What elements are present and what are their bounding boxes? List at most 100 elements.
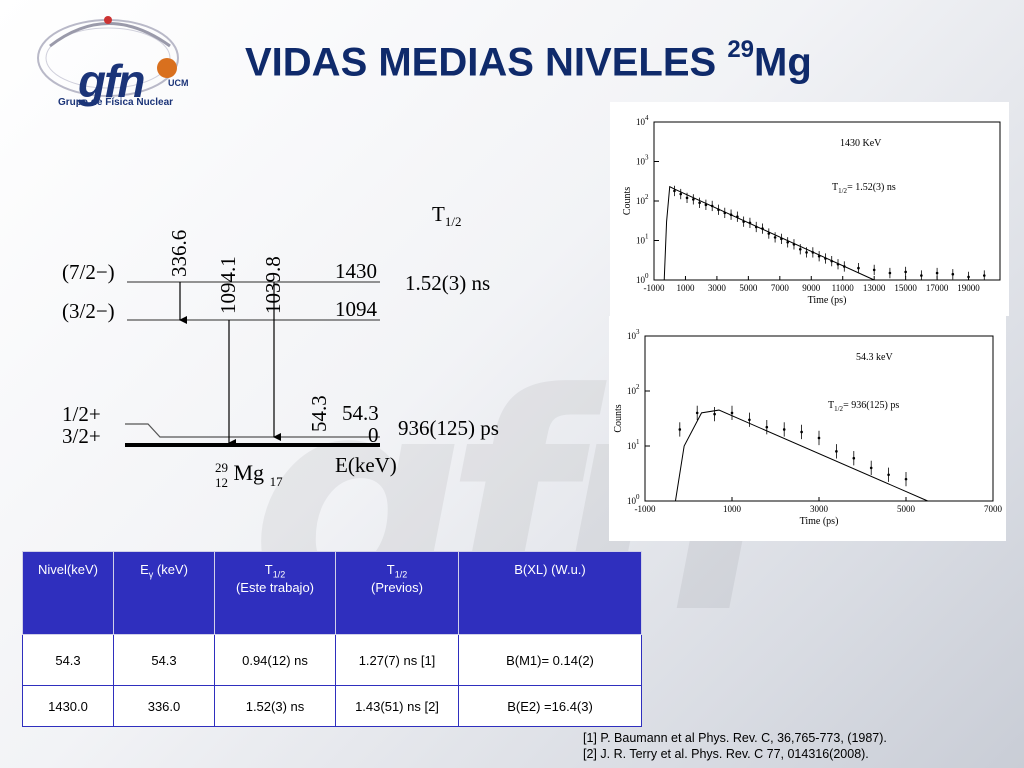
- plot54-y-tick-base: 10: [627, 331, 637, 341]
- energy-1094: 1094: [335, 297, 378, 321]
- table-cell: 1.43(51) ns [2]: [335, 685, 459, 727]
- plot54-x-tick-label: 3000: [810, 504, 829, 514]
- plot1430-data-point: [888, 271, 892, 275]
- plot1430-data-point: [742, 220, 745, 223]
- plot1430-y-tick-base: 10: [636, 236, 646, 246]
- plot1430-y-tick-base: 10: [636, 117, 646, 127]
- title-mass: 29: [727, 36, 755, 63]
- header-bxl-text: B(XL) (W.u.): [514, 562, 586, 577]
- plot1430-energy-label: 1430 KeV: [840, 138, 882, 149]
- plot54-energy-label: 54.3 keV: [856, 352, 893, 363]
- table-cell: 0.94(12) ns: [214, 634, 336, 686]
- plot1430-halflife-symbol: T: [832, 182, 838, 193]
- plot54-data-point: [782, 428, 786, 431]
- plot1430-data-point: [836, 262, 840, 266]
- transition-336-label: 336.6: [167, 230, 191, 277]
- halflife-header-sub: 1/2: [445, 214, 462, 229]
- plot1430-data-point: [754, 225, 758, 229]
- reference-2: [2] J. R. Terry et al. Phys. Rev. C 77, …: [583, 747, 869, 761]
- nucleus-neutrons: 17: [270, 474, 284, 489]
- plot1430-data-point: [951, 272, 955, 276]
- plot1430-data-point: [805, 251, 808, 254]
- references: [1] P. Baumann et al Phys. Rev. C, 36,76…: [583, 730, 887, 762]
- plot54-data-point: [695, 411, 699, 415]
- header-t12p-sub: 1/2: [394, 569, 408, 580]
- plot1430-data-point: [698, 201, 701, 205]
- header-t12-main: T: [264, 562, 273, 577]
- table-cell: 1.52(3) ns: [214, 685, 336, 727]
- plot1430-data-point: [761, 227, 764, 230]
- header-egamma: Eγ (keV): [113, 551, 215, 635]
- plot1430-data-point: [704, 203, 708, 207]
- header-t12-this-work: T1/2 (Este trabajo): [214, 551, 336, 635]
- spin-1430: (7/2−): [62, 260, 115, 284]
- plot1430-halflife-label: T1/2= 1.52(3) ns: [832, 182, 896, 195]
- plot1430-y-tick-base: 10: [636, 157, 646, 167]
- table-cell: 1430.0: [22, 685, 114, 727]
- plot1430-x-tick-label: 15000: [894, 283, 917, 293]
- table-header-row: Nivel(keV) Eγ (keV) T1/2 (Este trabajo) T…: [22, 551, 642, 635]
- plot1430-x-tick-label: 5000: [739, 283, 758, 293]
- plot54-halflife-sub: 1/2: [834, 405, 843, 413]
- transition-54-label: 54.3: [307, 395, 331, 432]
- plot1430-data-point: [811, 251, 815, 254]
- header-nivel: Nivel(keV): [22, 551, 114, 635]
- header-egamma-main: E: [140, 562, 149, 577]
- spin-1094: (3/2−): [62, 299, 115, 323]
- plot1430-data-point: [830, 259, 834, 263]
- plot54-y-tick-exp: 0: [636, 493, 640, 501]
- halflife-header-symbol: T: [432, 202, 445, 226]
- plot1430-data-point: [717, 208, 720, 212]
- header-t12p-line2: (Previos): [370, 579, 423, 595]
- level-scheme: (7/2−) (3/2−) 1/2+ 3/2+ 1430 1094 54.3 0…: [62, 202, 499, 490]
- slide-title: VIDAS MEDIAS NIVELES 29Mg: [245, 36, 812, 85]
- plot54-x-tick-label: 7000: [984, 504, 1003, 514]
- plot1430-x-tick-label: 7000: [771, 283, 790, 293]
- plot54-y-tick-base: 10: [627, 441, 637, 451]
- header-egamma-unit: (keV): [153, 562, 188, 577]
- plot54-x-axis-label: Time (ps): [800, 516, 839, 527]
- plot1430-y-tick-label: 104: [636, 114, 649, 127]
- header-t12-previous: T1/2 (Previos): [335, 551, 459, 635]
- header-t12-sub: 1/2: [272, 569, 286, 580]
- plot54-fit-line: [674, 409, 928, 502]
- table-cell: 54.3: [22, 634, 114, 686]
- energy-54: 54.3: [342, 401, 379, 425]
- header-egamma-sub: γ: [148, 569, 154, 580]
- plot1430-y-tick-exp: 1: [645, 233, 649, 241]
- transition-1094-label: 1094.1: [216, 256, 240, 314]
- plot1430-y-tick-label: 102: [636, 193, 649, 206]
- header-nivel-text: Nivel(keV): [38, 562, 98, 577]
- spin-0: 3/2+: [62, 424, 101, 448]
- plot1430-data-point: [935, 271, 939, 275]
- plot1430-data-point: [729, 213, 733, 216]
- plot1430-x-tick-label: 19000: [957, 283, 980, 293]
- plot1430-data-point: [748, 221, 752, 225]
- plot54-data-point: [730, 411, 734, 415]
- plot1430-x-tick-label: 11000: [832, 283, 855, 293]
- plot1430-y-tick-label: 100: [636, 272, 649, 285]
- plot54-y-tick-label: 100: [627, 493, 640, 506]
- decay-curve-1430kev: -1000 1000 3000 5000 7000 9000 11000 13000 15000…: [610, 102, 1009, 316]
- plot1430-data-point: [673, 189, 676, 193]
- level-line-54: [125, 423, 380, 438]
- plot1430-x-tick-label: 17000: [926, 283, 949, 293]
- table-cell: B(E2) =16.4(3): [458, 685, 642, 727]
- plot54-y-tick-label: 103: [627, 328, 640, 341]
- plot1430-data-point: [872, 268, 876, 272]
- plot54-data-point: [817, 436, 821, 440]
- plot54-data-point: [904, 477, 908, 481]
- plot54-y-axis-label: Counts: [613, 404, 624, 432]
- plot54-y-tick-exp: 1: [636, 438, 640, 446]
- plot1430-x-tick-label: 9000: [802, 283, 821, 293]
- plot1430-data-point: [982, 274, 986, 277]
- plot54-x-tick-label: 1000: [723, 504, 742, 514]
- plot1430-data-point: [685, 196, 689, 200]
- plot1430-data-point: [824, 257, 827, 260]
- plot54-data-point: [835, 450, 838, 453]
- plot1430-y-tick-base: 10: [636, 196, 646, 206]
- plot54-data-point: [852, 456, 856, 460]
- plot54-y-tick-base: 10: [627, 496, 637, 506]
- plot1430-halflife-value: = 1.52(3) ns: [847, 182, 896, 193]
